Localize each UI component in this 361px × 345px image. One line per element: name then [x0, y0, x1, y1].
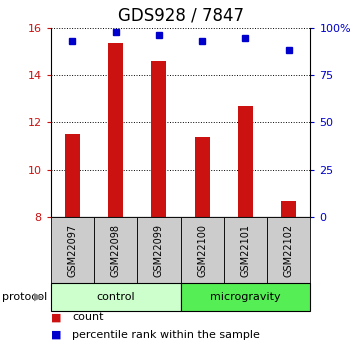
Text: ■: ■	[51, 313, 61, 322]
Text: GSM22099: GSM22099	[154, 224, 164, 277]
Text: GSM22100: GSM22100	[197, 224, 207, 277]
Text: control: control	[96, 292, 135, 302]
Title: GDS928 / 7847: GDS928 / 7847	[117, 7, 244, 24]
Bar	[65, 134, 80, 217]
Bar	[137, 217, 180, 283]
Text: GSM22101: GSM22101	[240, 224, 251, 277]
Text: GSM22097: GSM22097	[67, 224, 77, 277]
Bar	[151, 61, 166, 217]
Text: microgravity: microgravity	[210, 292, 281, 302]
Text: GSM22102: GSM22102	[284, 224, 294, 277]
Bar	[267, 217, 310, 283]
Bar	[281, 201, 296, 217]
Bar	[238, 106, 253, 217]
Text: count: count	[72, 313, 104, 322]
Bar	[108, 43, 123, 217]
Bar	[51, 217, 94, 283]
Text: GSM22098: GSM22098	[110, 224, 121, 277]
Bar	[180, 283, 310, 310]
Text: ■: ■	[51, 330, 61, 339]
Text: ▶: ▶	[34, 292, 42, 302]
Bar	[195, 137, 210, 217]
Text: protocol: protocol	[2, 292, 47, 302]
Bar	[224, 217, 267, 283]
Bar	[180, 217, 224, 283]
Bar	[94, 217, 137, 283]
Text: percentile rank within the sample: percentile rank within the sample	[72, 330, 260, 339]
Bar	[51, 283, 180, 310]
